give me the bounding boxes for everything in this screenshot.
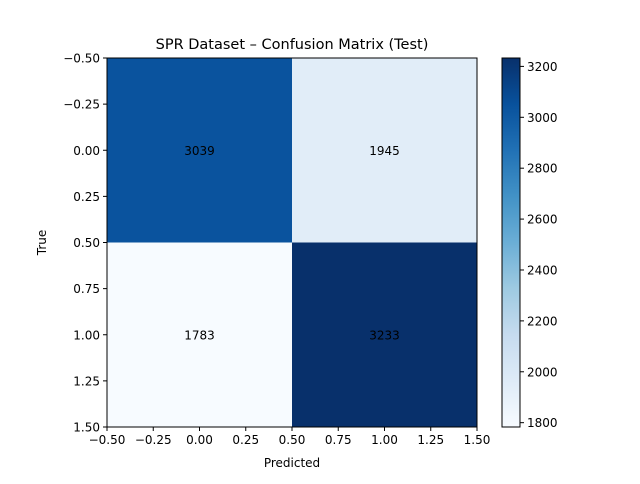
heatmap-cell	[107, 242, 292, 427]
y-tick-label: 0.50	[73, 236, 100, 250]
colorbar-tick-label: 3200	[527, 60, 558, 74]
heatmap-cell	[292, 242, 477, 427]
x-tick-label: 0.75	[325, 433, 352, 447]
colorbar-tick-label: 2400	[527, 263, 558, 277]
x-tick-label: 1.25	[417, 433, 444, 447]
colorbar-ticks: 1800 2000 2200 2400 2600 2800 3000 3200	[520, 60, 558, 430]
heatmap-cell	[107, 58, 292, 243]
cell-value-label: 3233	[369, 328, 400, 342]
x-tick-label: 0.50	[279, 433, 306, 447]
y-axis-ticks: −0.50 −0.25 0.00 0.25 0.50 0.75 1.00 1.25 1.50	[63, 52, 107, 435]
colorbar-tick-label: 2200	[527, 314, 558, 328]
heatmap-cell-labels: 3039 1945 1783 3233	[184, 144, 400, 343]
x-tick-label: 0.00	[186, 433, 213, 447]
colorbar-tick-label: 3000	[527, 111, 558, 125]
cell-value-label: 1783	[184, 328, 215, 342]
colorbar	[501, 57, 521, 428]
y-tick-label: −0.25	[63, 98, 100, 112]
heatmap-cells	[107, 58, 477, 427]
x-axis-label: Predicted	[264, 456, 320, 470]
y-tick-label: 0.75	[73, 282, 100, 296]
chart-title: SPR Dataset – Confusion Matrix (Test)	[156, 37, 429, 53]
colorbar-tick-label: 2800	[527, 162, 558, 176]
x-tick-label: −0.50	[89, 433, 126, 447]
y-tick-label: −0.50	[63, 52, 100, 66]
y-tick-label: 1.50	[73, 421, 100, 435]
y-tick-label: 1.00	[73, 328, 100, 342]
x-axis-ticks: −0.50 −0.25 0.00 0.25 0.50 0.75 1.00 1.25 1.50	[89, 427, 491, 447]
x-tick-label: −0.25	[135, 433, 172, 447]
heatmap-cell	[292, 58, 477, 243]
y-tick-label: 1.25	[73, 374, 100, 388]
x-tick-label: 1.00	[371, 433, 398, 447]
cell-value-label: 1945	[369, 144, 400, 158]
x-tick-label: 0.25	[232, 433, 259, 447]
y-tick-label: 0.25	[73, 190, 100, 204]
y-tick-label: 0.00	[73, 144, 100, 158]
colorbar-tick-label: 1800	[527, 416, 558, 430]
x-tick-label: 1.50	[464, 433, 491, 447]
colorbar-tick-label: 2600	[527, 213, 558, 227]
cell-value-label: 3039	[184, 144, 215, 158]
y-axis-label: True	[35, 230, 49, 257]
colorbar-tick-label: 2000	[527, 365, 558, 379]
